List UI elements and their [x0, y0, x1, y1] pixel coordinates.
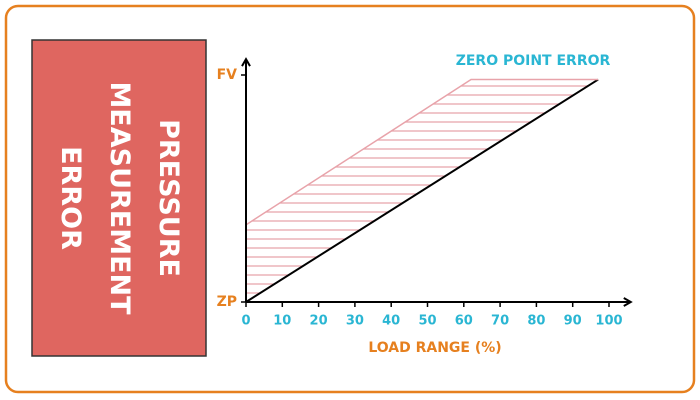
x-tick-label: 20 — [310, 314, 328, 329]
x-tick-label: 40 — [382, 314, 400, 329]
x-tick-label: 30 — [346, 314, 364, 329]
x-tick-label: 80 — [527, 314, 545, 329]
x-tick-label: 100 — [595, 314, 622, 329]
y-tick-label: FV — [217, 67, 238, 83]
x-tick-label: 10 — [273, 314, 291, 329]
title-box — [31, 39, 207, 357]
y-arrow — [241, 57, 251, 67]
series-line — [245, 78, 599, 303]
x-tick-label: 90 — [564, 314, 582, 329]
chart-title: PRESSUREMEASUREMENTERROR — [56, 81, 185, 315]
x-axis-label: LOAD RANGE (%) — [368, 340, 501, 356]
y-tick-label: ZP — [217, 294, 237, 310]
series-line — [245, 78, 599, 226]
x-tick-label: 50 — [418, 314, 436, 329]
x-tick-label: 0 — [241, 314, 250, 329]
x-tick-label: 70 — [491, 314, 509, 329]
x-arrow — [623, 297, 633, 307]
annotation: ZERO POINT ERROR — [456, 53, 611, 69]
title-group: PRESSUREMEASUREMENTERROR — [56, 81, 185, 315]
x-tick-label: 60 — [455, 314, 473, 329]
